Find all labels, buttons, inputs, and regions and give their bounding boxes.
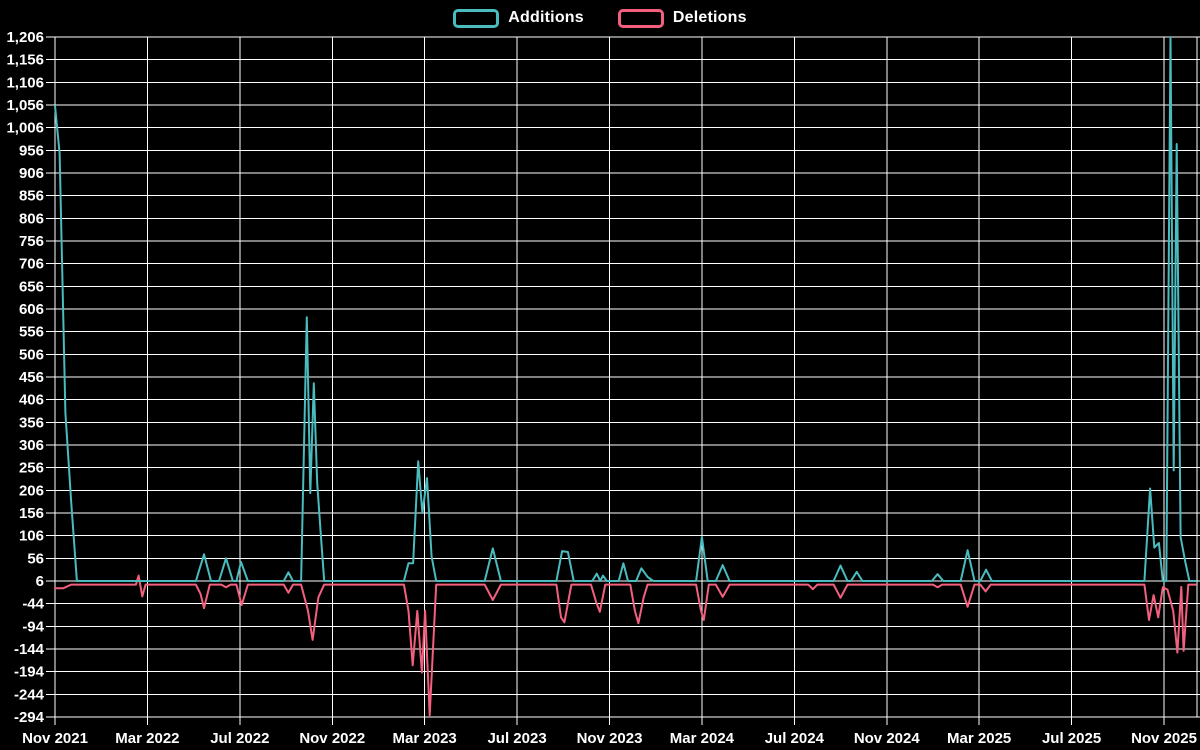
y-tick-label: 556 [19, 324, 44, 341]
x-tick-label: Mar 2025 [947, 730, 1011, 747]
x-tick-label: Jul 2022 [210, 730, 269, 747]
y-tick-label: 606 [19, 301, 44, 318]
y-tick-label: 906 [19, 165, 44, 182]
y-tick-label: 306 [19, 437, 44, 454]
additions-swatch-icon [453, 8, 500, 28]
y-tick-label: 1,106 [6, 74, 44, 91]
y-tick-label: -194 [14, 664, 45, 681]
y-tick-label: 56 [27, 550, 44, 567]
y-tick-label: 956 [19, 142, 44, 159]
legend-item-additions[interactable]: Additions [453, 8, 584, 28]
chart-legend: Additions Deletions [0, 6, 1200, 30]
y-tick-label: -94 [22, 618, 44, 635]
legend-label-additions: Additions [508, 9, 584, 26]
x-tick-label: Nov 2021 [22, 730, 88, 747]
y-tick-label: 106 [19, 528, 44, 545]
y-tick-label: 506 [19, 346, 44, 363]
x-tick-label: Nov 2022 [299, 730, 365, 747]
x-tick-label: Mar 2023 [393, 730, 457, 747]
y-tick-label: 456 [19, 369, 44, 386]
y-tick-label: 206 [19, 482, 44, 499]
y-tick-label: 1,156 [6, 52, 44, 69]
additions-line [54, 36, 1197, 582]
y-tick-label: 756 [19, 233, 44, 250]
y-tick-label: 6 [36, 573, 44, 590]
x-tick-label: Nov 2023 [577, 730, 643, 747]
x-tick-label: Nov 2025 [1131, 730, 1197, 747]
y-tick-label: 806 [19, 210, 44, 227]
legend-label-deletions: Deletions [672, 9, 747, 26]
legend-item-deletions[interactable]: Deletions [617, 8, 747, 28]
y-tick-label: 1,206 [6, 29, 44, 46]
x-tick-label: Nov 2024 [854, 730, 921, 747]
x-tick-label: Mar 2024 [670, 730, 735, 747]
y-tick-label: 656 [19, 278, 44, 295]
deletions-line [54, 574, 1197, 717]
y-tick-label: 406 [19, 392, 44, 409]
y-tick-label: 1,006 [6, 120, 44, 137]
y-tick-label: 1,056 [6, 97, 44, 114]
y-tick-label: 856 [19, 188, 44, 205]
y-tick-label: 356 [19, 414, 44, 431]
y-tick-label: -244 [14, 686, 45, 703]
y-tick-label: 256 [19, 460, 44, 477]
deletions-swatch-icon [617, 8, 664, 28]
y-tick-label: 706 [19, 256, 44, 273]
y-tick-label: -44 [22, 596, 44, 613]
x-tick-label: Jul 2025 [1042, 730, 1101, 747]
x-tick-label: Jul 2024 [765, 730, 825, 747]
x-tick-label: Mar 2022 [115, 730, 179, 747]
x-tick-label: Jul 2023 [487, 730, 546, 747]
y-tick-label: -294 [14, 709, 45, 726]
y-tick-label: -144 [14, 641, 45, 658]
y-tick-label: 156 [19, 505, 44, 522]
